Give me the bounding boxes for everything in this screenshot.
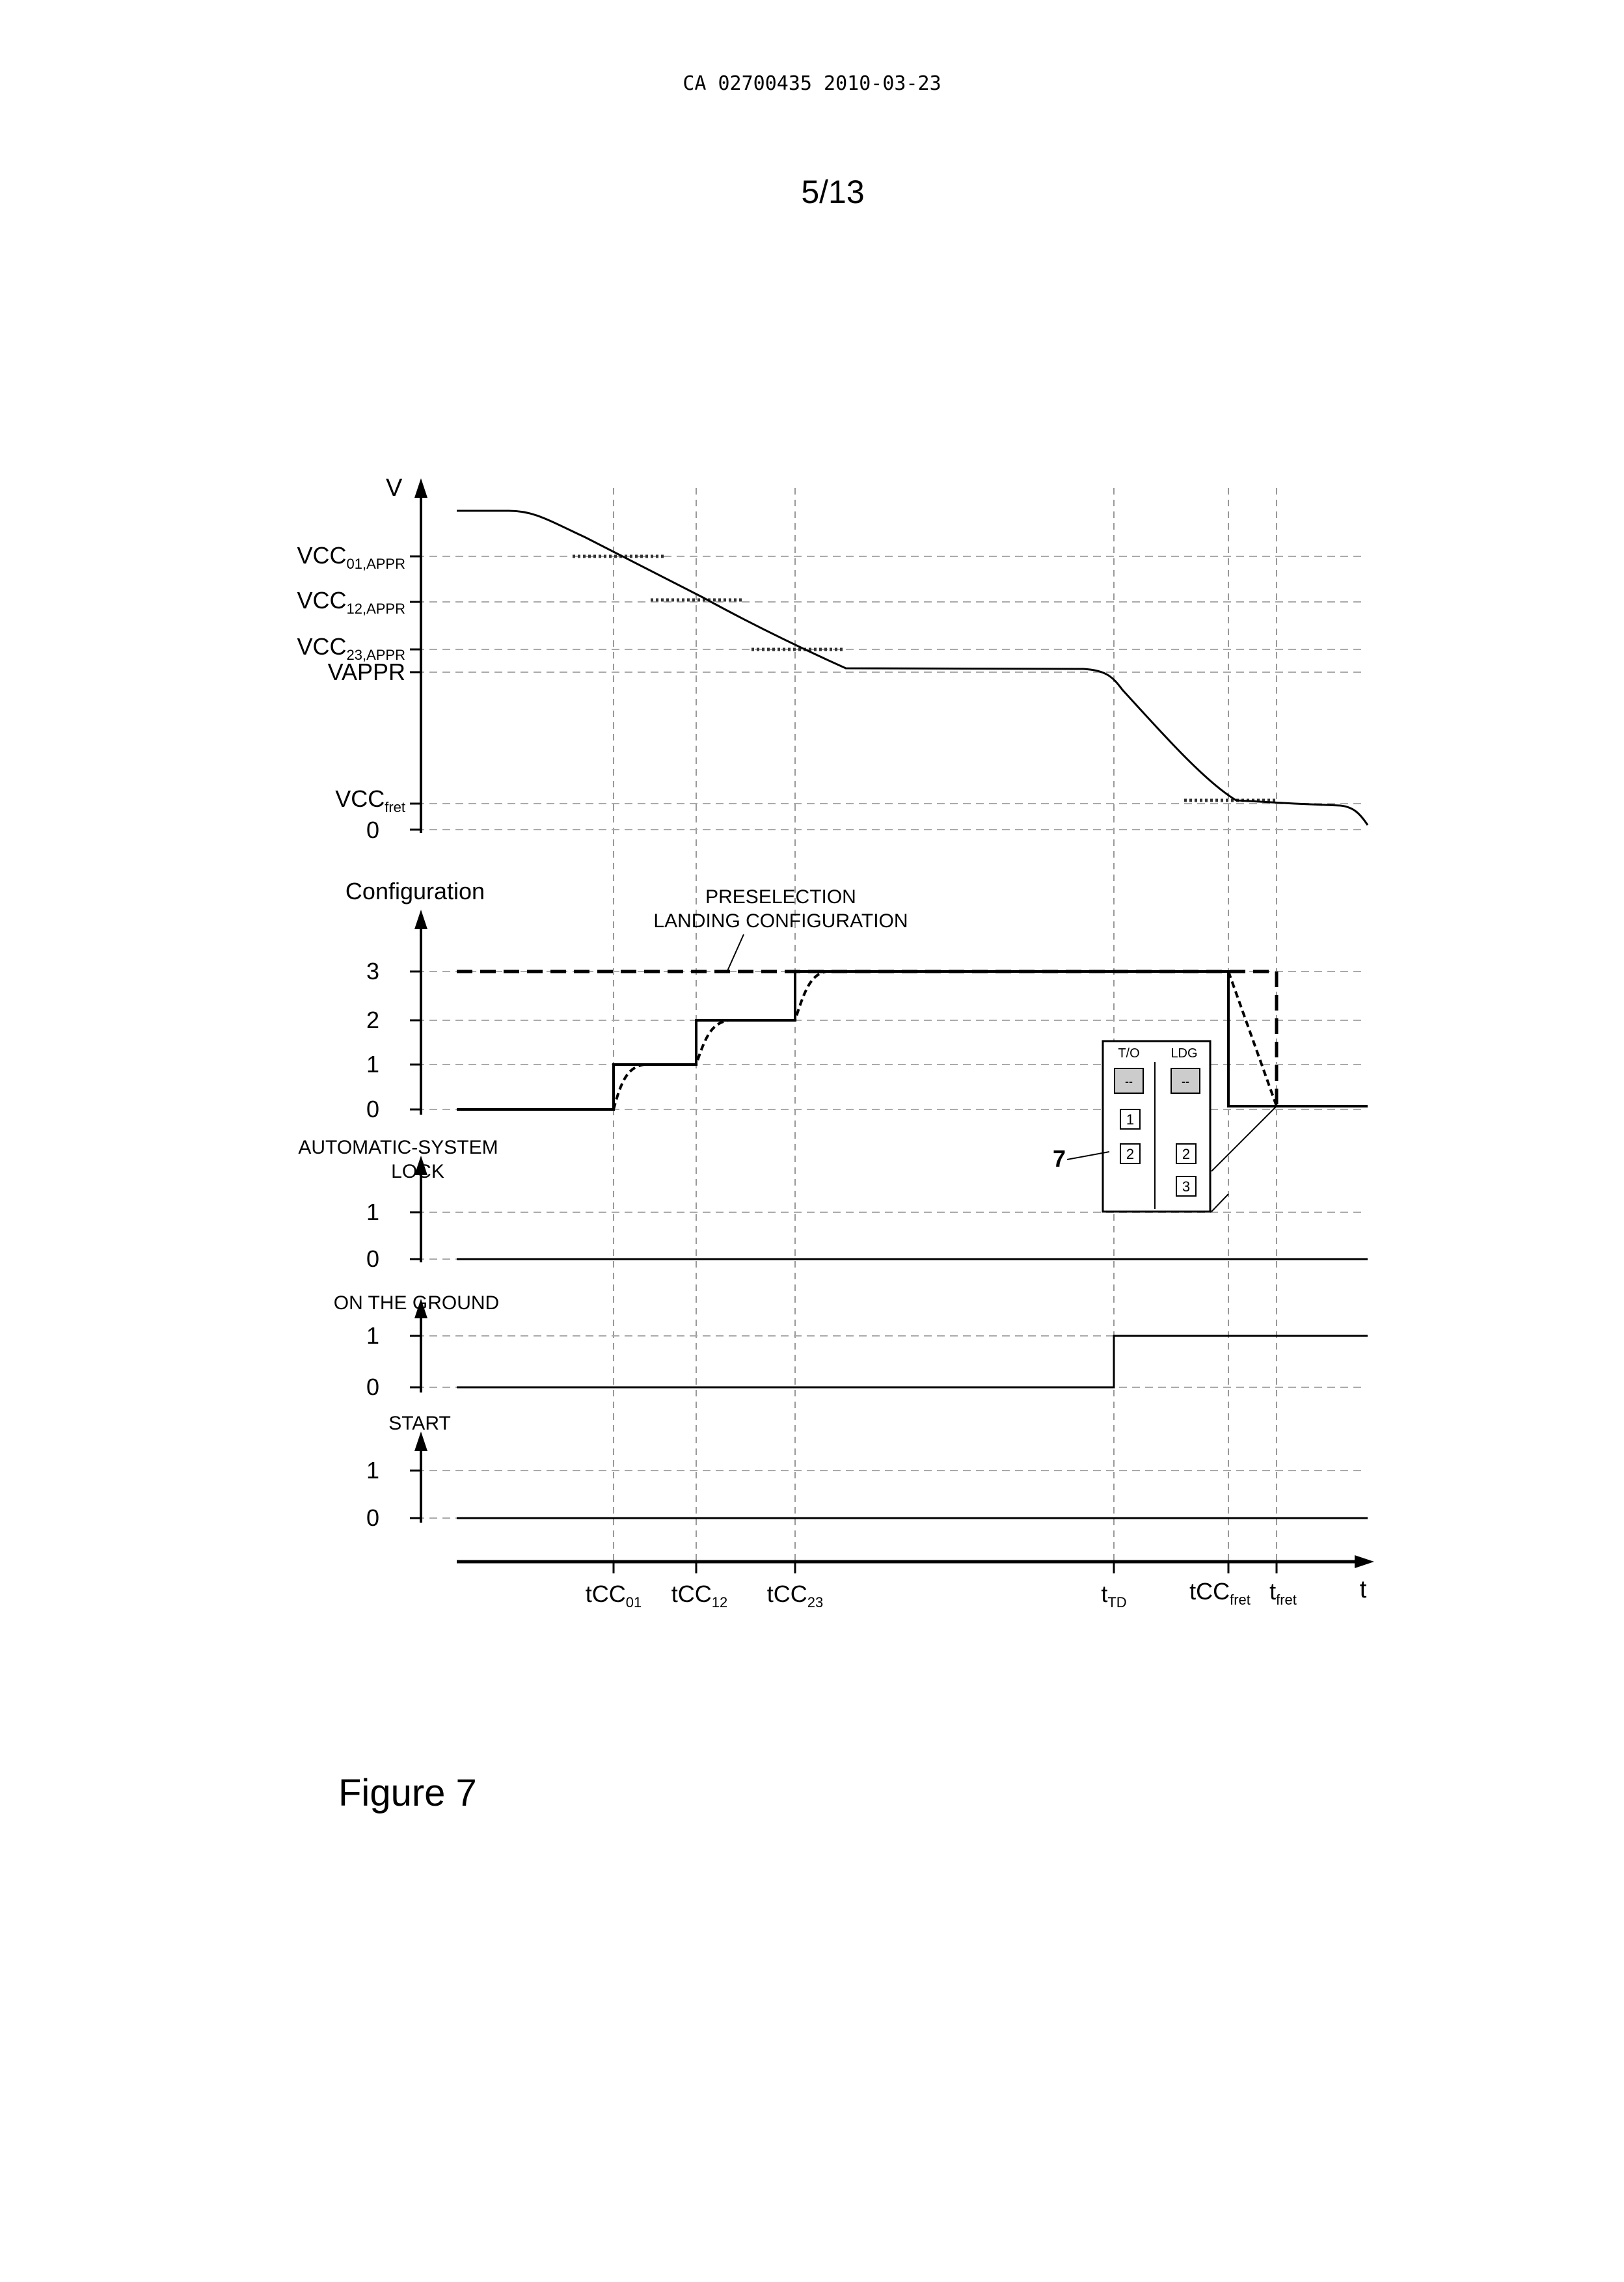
label-vcc01-appr: VCC01,APPR	[297, 542, 405, 572]
label-tcc-fret: tCCfret	[1189, 1578, 1251, 1608]
ground-tick-1: 1	[366, 1322, 379, 1349]
label-tcc12: tCC12	[671, 1581, 727, 1610]
inset-callout-number: 7	[1053, 1145, 1066, 1172]
speed-y-arrow	[414, 478, 427, 498]
label-speed-zero: 0	[366, 817, 379, 843]
config-panel: Configuration PRESELECTION LANDING CONFI…	[345, 878, 1368, 1122]
time-axis: tCC01 tCC12 tCC23 tTD tCCfret tfret t	[457, 1555, 1374, 1610]
label-vappr: VAPPR	[328, 659, 405, 685]
speed-axis-label: V	[386, 474, 403, 502]
start-tick-0: 0	[366, 1504, 379, 1531]
commanded-config-line	[457, 971, 1368, 1109]
inset-to-position-1: 1	[1126, 1111, 1134, 1128]
inset-ldg-position-3: 3	[1182, 1178, 1190, 1195]
lock-label-line2: LOCK	[391, 1161, 444, 1182]
inset-col-ldg: LDG	[1171, 1046, 1197, 1061]
ground-panel: ON THE GROUND 1 0	[334, 1292, 1368, 1400]
speed-panel: V VCC01,APPR VCC12,APPR VCC23,APPR VAPPR…	[297, 474, 1368, 843]
figure-caption: Figure 7	[338, 1772, 477, 1814]
start-tick-1: 1	[366, 1457, 379, 1484]
lock-tick-1: 1	[366, 1199, 379, 1225]
lock-label-line1: AUTOMATIC-SYSTEM	[298, 1137, 498, 1158]
ground-tick-0: 0	[366, 1374, 379, 1400]
config-y-arrow	[414, 910, 427, 929]
preselection-label: PRESELECTION	[705, 886, 856, 908]
preselection-leader	[727, 934, 744, 971]
config-tick-2: 2	[366, 1007, 379, 1033]
label-vcc12-appr: VCC12,APPR	[297, 587, 405, 617]
inset-to-position-2: 2	[1126, 1146, 1134, 1162]
inset-ldg-position-2: 2	[1182, 1146, 1190, 1162]
inset-col-to: T/O	[1118, 1046, 1139, 1061]
time-axis-arrow	[1355, 1555, 1374, 1568]
inset-ldg-neutral: --	[1182, 1075, 1189, 1088]
config-tick-3: 3	[366, 958, 379, 985]
document-id: CA 02700435 2010-03-23	[683, 72, 941, 95]
label-tcc01: tCC01	[586, 1581, 642, 1610]
page-number: 5/13	[801, 174, 864, 210]
lock-tick-0: 0	[366, 1245, 379, 1272]
start-label: START	[388, 1413, 451, 1434]
time-axis-label: t	[1360, 1576, 1367, 1603]
config-tick-0: 0	[366, 1096, 379, 1122]
config-axis-label: Configuration	[345, 878, 485, 904]
label-tfret: tfret	[1269, 1578, 1297, 1608]
ground-signal	[457, 1336, 1368, 1387]
level-guides	[416, 556, 1366, 1518]
landing-configuration-label: LANDING CONFIGURATION	[653, 910, 908, 932]
label-tcc23: tCC23	[767, 1581, 823, 1610]
start-panel: START 1 0	[366, 1413, 1368, 1531]
config-selector-inset: T/O LDG -- -- 1 2 2 3 7	[1053, 1041, 1277, 1212]
label-vcc-fret: VCCfret	[335, 785, 405, 815]
ground-label: ON THE GROUND	[334, 1292, 499, 1314]
inset-to-neutral: --	[1125, 1075, 1133, 1088]
label-ttd: tTD	[1101, 1581, 1126, 1610]
config-tick-1: 1	[366, 1051, 379, 1078]
